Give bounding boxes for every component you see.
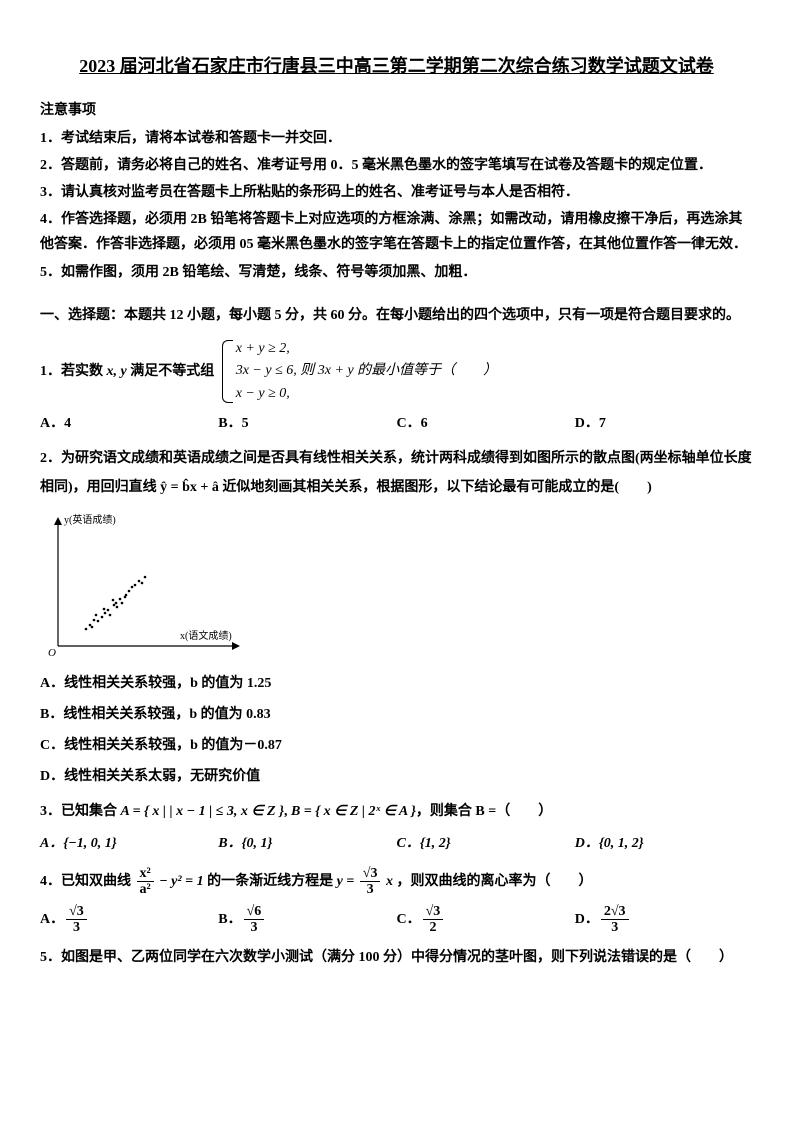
q4-frac2-num: √3 xyxy=(360,866,381,882)
q1-option-b[interactable]: B．5 xyxy=(218,411,396,436)
q4-post: ，则双曲线的离心率为（ ） xyxy=(396,874,592,889)
notice-item: 2．答题前，请务必将自己的姓名、准考证号用 0．5 毫米黑色墨水的签字笔填写在试… xyxy=(40,153,753,178)
q4-a-num: √3 xyxy=(66,904,87,920)
q4-eq1-rest: − y² = 1 xyxy=(159,874,203,889)
q2-line2-pre: 相同)，用回归直线 xyxy=(40,480,160,495)
q4-mid: 的一条渐近线方程是 xyxy=(207,874,337,889)
q3-option-a[interactable]: A．{−1, 0, 1} xyxy=(40,831,218,856)
scatter-points xyxy=(85,575,147,630)
notice-item: 3．请认真核对监考员在答题卡上所粘贴的条形码上的姓名、准考证号与本人是否相符． xyxy=(40,180,753,205)
q1-pre: 1．若实数 xyxy=(40,364,107,379)
q2-option-a[interactable]: A．线性相关关系较强，b 的值为 1.25 xyxy=(40,671,753,696)
q4-label-a: A． xyxy=(40,912,64,927)
q1-options: A．4 B．5 C．6 D．7 xyxy=(40,411,753,436)
q4-eq2-lhs: y = xyxy=(337,874,358,889)
question-3: 3．已知集合 A = { x | | x − 1 | ≤ 3, x ∈ Z },… xyxy=(40,799,753,824)
q2-option-c[interactable]: C．线性相关关系较强，b 的值为－0.87 xyxy=(40,733,753,758)
q3-option-b[interactable]: B．{0, 1} xyxy=(218,831,396,856)
q2-scatter-chart: y(英语成绩) x(语文成绩) O xyxy=(40,511,250,661)
notice-header: 注意事项 xyxy=(40,98,753,123)
q4-frac-2: √33 xyxy=(360,866,381,898)
q3-option-d[interactable]: D．{0, 1, 2} xyxy=(575,831,753,856)
q4-pre: 4．已知双曲线 xyxy=(40,874,135,889)
q1-vars: x, y xyxy=(107,364,127,379)
section-1-intro: 一、选择题：本题共 12 小题，每小题 5 分，共 60 分。在每小题给出的四个… xyxy=(40,303,753,328)
q4-label-d: D． xyxy=(575,912,599,927)
q4-frac-1: x²a² xyxy=(137,866,154,898)
q4-c-den: 2 xyxy=(423,920,444,935)
question-5: 5．如图是甲、乙两位同学在六次数学小测试（满分 100 分）中得分情况的茎叶图，… xyxy=(40,945,753,970)
q4-option-d[interactable]: D．2√33 xyxy=(575,904,753,936)
q4-label-c: C． xyxy=(397,912,421,927)
question-4: 4．已知双曲线 x²a² − y² = 1 的一条渐近线方程是 y = √33 … xyxy=(40,866,753,898)
q4-b-num: √6 xyxy=(244,904,265,920)
x-axis-label: x(语文成绩) xyxy=(180,629,232,642)
q4-c-num: √3 xyxy=(423,904,444,920)
q4-eq2-rhs: x xyxy=(386,874,393,889)
q4-frac2-den: 3 xyxy=(360,882,381,897)
q1-system-row: 3x − y ≤ 6, 则 3x + y 的最小值等于（ ） xyxy=(236,360,497,382)
q4-d-num: 2√3 xyxy=(601,904,629,920)
q3-comma: , xyxy=(284,804,291,819)
q4-options: A．√33 B．√63 C．√32 D．2√33 xyxy=(40,904,753,936)
q4-a-den: 3 xyxy=(66,920,87,935)
q1-system-row: x + y ≥ 2, xyxy=(236,338,497,360)
q2-line2-post: 近似地刻画其相关关系，根据图形，以下结论最有可能成立的是( ) xyxy=(219,480,652,495)
q4-frac1-num: x² xyxy=(137,866,154,882)
q1-system-row: x − y ≥ 0, xyxy=(236,383,497,405)
q3-option-c[interactable]: C．{1, 2} xyxy=(397,831,575,856)
q1-system: x + y ≥ 2, 3x − y ≤ 6, 则 3x + y 的最小值等于（ … xyxy=(222,338,497,405)
q3-options: A．{−1, 0, 1} B．{0, 1} C．{1, 2} D．{0, 1, … xyxy=(40,831,753,856)
question-1: 1．若实数 x, y 满足不等式组 x + y ≥ 2, 3x − y ≤ 6,… xyxy=(40,338,753,405)
origin-label: O xyxy=(48,647,56,659)
notice-item: 5．如需作图，须用 2B 铅笔绘、写清楚，线条、符号等须加黑、加粗． xyxy=(40,260,753,285)
q3-post: ，则集合 B =（ ） xyxy=(416,804,552,819)
exam-title: 2023 届河北省石家庄市行唐县三中高三第二学期第二次综合练习数学试题文试卷 xyxy=(40,50,753,82)
q2-regression-eq: ŷ = b̂x + â xyxy=(160,480,219,495)
q1-option-c[interactable]: C．6 xyxy=(397,411,575,436)
notice-block: 注意事项 1．考试结束后，请将本试卷和答题卡一并交回． 2．答题前，请务必将自己… xyxy=(40,98,753,284)
q3-pre: 3．已知集合 xyxy=(40,804,121,819)
q4-frac1-den: a² xyxy=(137,882,154,897)
q4-d-den: 3 xyxy=(601,920,629,935)
q4-b-den: 3 xyxy=(244,920,265,935)
q4-option-b[interactable]: B．√63 xyxy=(218,904,396,936)
notice-item: 4．作答选择题，必须用 2B 铅笔将答题卡上对应选项的方框涂满、涂黑；如需改动，… xyxy=(40,207,753,257)
q1-option-a[interactable]: A．4 xyxy=(40,411,218,436)
q3-set-a: A = { x | | x − 1 | ≤ 3, x ∈ Z } xyxy=(121,804,284,819)
q4-label-b: B． xyxy=(218,912,241,927)
q3-set-b: B = { x ∈ Z | 2ˣ ∈ A } xyxy=(291,804,416,819)
q2-option-d[interactable]: D．线性相关关系太弱，无研究价值 xyxy=(40,764,753,789)
q2-line1: 2．为研究语文成绩和英语成绩之间是否具有线性相关关系，统计两科成绩得到如图所示的… xyxy=(40,446,753,471)
q4-option-c[interactable]: C．√32 xyxy=(397,904,575,936)
q1-option-d[interactable]: D．7 xyxy=(575,411,753,436)
q4-option-a[interactable]: A．√33 xyxy=(40,904,218,936)
notice-item: 1．考试结束后，请将本试卷和答题卡一并交回． xyxy=(40,126,753,151)
q2-option-b[interactable]: B．线性相关关系较强，b 的值为 0.83 xyxy=(40,702,753,727)
question-2: 2．为研究语文成绩和英语成绩之间是否具有线性相关关系，统计两科成绩得到如图所示的… xyxy=(40,446,753,500)
q2-options: A．线性相关关系较强，b 的值为 1.25 B．线性相关关系较强，b 的值为 0… xyxy=(40,671,753,790)
y-axis-label: y(英语成绩) xyxy=(64,513,116,526)
q1-mid: 满足不等式组 xyxy=(127,364,218,379)
